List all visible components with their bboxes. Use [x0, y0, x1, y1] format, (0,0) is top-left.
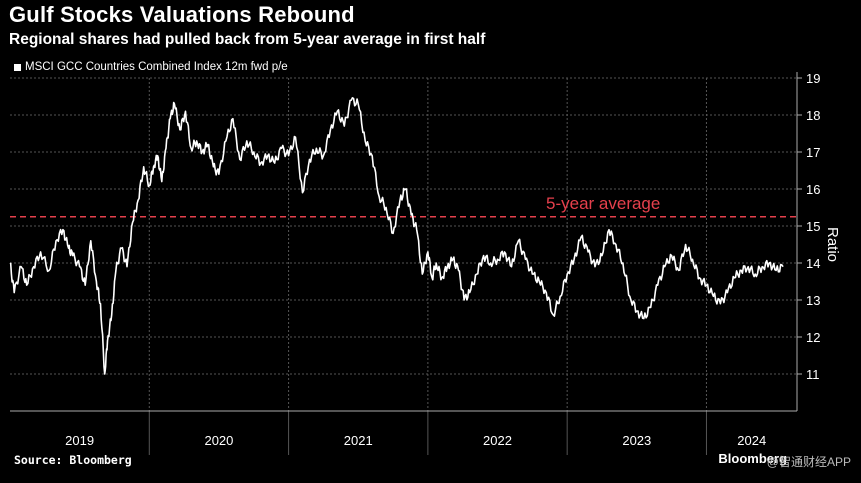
y-tick-label: 11 — [806, 367, 820, 382]
series-group — [9, 97, 784, 375]
chart-title: Gulf Stocks Valuations Rebound — [9, 2, 355, 27]
bloomberg-logo: Bloomberg — [718, 451, 787, 466]
average-line-group: 5-year average — [10, 194, 797, 218]
watermark: @智通财经APP — [766, 455, 851, 469]
y-tick-label: 16 — [806, 182, 820, 197]
x-tick-label: 2021 — [344, 433, 373, 448]
gridlines — [10, 77, 797, 411]
x-tick-label: 2020 — [204, 433, 233, 448]
average-label: 5-year average — [546, 194, 660, 213]
y-tick-label: 15 — [806, 219, 820, 234]
y-tick-label: 17 — [806, 145, 820, 160]
x-tick-label: 2024 — [737, 433, 766, 448]
y-tick-label: 18 — [806, 108, 820, 123]
legend-swatch — [14, 63, 21, 71]
y-tick-label: 13 — [806, 293, 820, 308]
y-tick-label: 19 — [806, 71, 820, 86]
axes: 11 12 13 14 15 16 17 18 19 2019 2020 2021 2022 2023 20… — [10, 71, 841, 455]
legend: MSCI GCC Countries Combined Index 12m fw… — [14, 61, 288, 73]
y-tick-label: 14 — [806, 256, 820, 271]
y-axis-label: Ratio — [824, 227, 841, 262]
legend-label: MSCI GCC Countries Combined Index 12m fw… — [25, 61, 288, 73]
series-line — [9, 97, 784, 375]
x-tick-label: 2019 — [65, 433, 94, 448]
y-tick-label: 12 — [806, 330, 820, 345]
x-tick-label: 2023 — [622, 433, 651, 448]
source-note: Source: Bloomberg — [14, 453, 132, 467]
x-tick-label: 2022 — [483, 433, 512, 448]
chart-subtitle: Regional shares had pulled back from 5-y… — [9, 31, 486, 48]
